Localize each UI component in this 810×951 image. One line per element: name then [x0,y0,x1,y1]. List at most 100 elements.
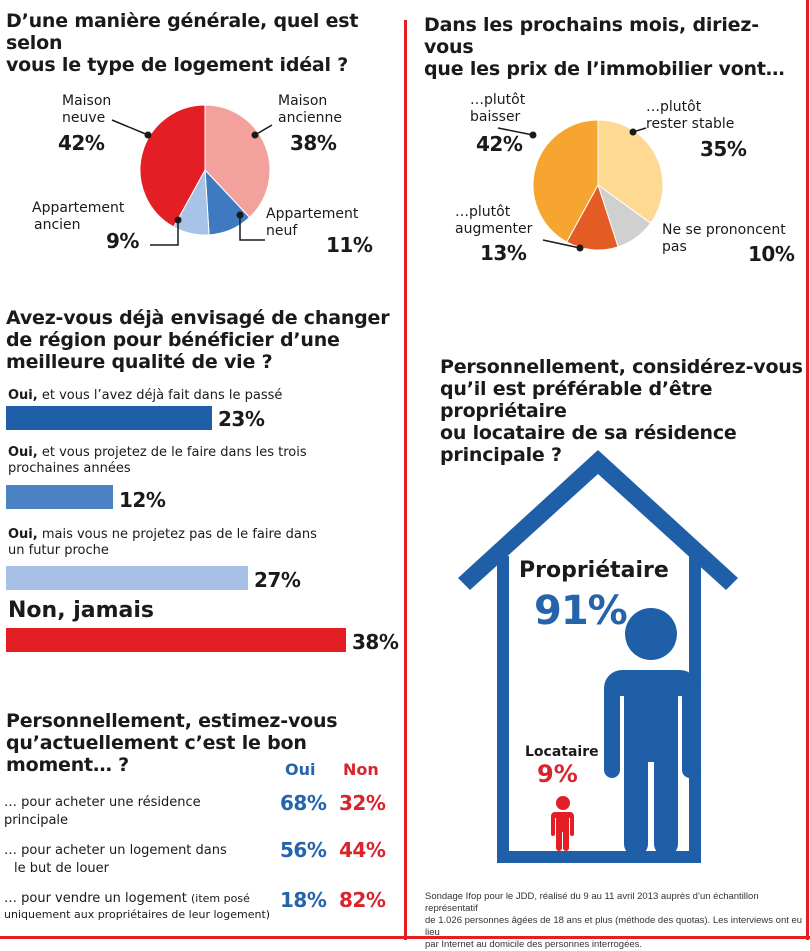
label-text-l2: baisser [470,109,521,125]
label-ne-se-prononcent-pas: Ne se prononcent pas [662,222,786,256]
q3-title-line2: de région pour bénéficier d’une [6,329,340,351]
bar-pas-futur-proche [6,566,248,590]
row-text-l2: uniquement aux propriétaires de leur log… [4,908,271,921]
q5-title-line1: Personnellement, considérez-vous [440,356,803,378]
person-large-icon [604,608,698,856]
q4-title: Personnellement, estimez-vous qu’actuell… [6,710,401,776]
label-appartement-neuf: Appartement neuf [266,206,358,240]
leader-rester-stable-dot [629,128,637,136]
row-text-l1: … pour vendre un logement (item posé [4,890,279,908]
row-text-l1: … pour acheter une résidence [4,795,201,810]
label-text-l2: ancien [34,217,81,233]
right-rule [806,0,809,940]
label-text-l1: …plutôt [455,204,511,220]
table-row-3-oui: 18% [280,888,327,912]
bar-label-text: et vous projetez de le faire dans les tr… [37,445,307,460]
q5-title: Personnellement, considérez-vous qu’il e… [440,356,805,466]
table-row-2-label: … pour acheter un logement dans le but d… [4,842,274,878]
label-text-l1: …plutôt [470,92,526,108]
slice-rester-stable [597,119,664,224]
leader-augmenter-dot [576,244,584,252]
leader-maison-neuve-dot [144,131,152,139]
house-illustration [458,450,738,863]
q2-title: Dans les prochains mois, diriez-vous que… [424,14,804,80]
q1-title-line1: D’une manière générale, quel est selon [6,10,359,54]
leader-maison-neuve [111,119,149,136]
bar-label-4: Non, jamais [8,598,154,623]
table-row-2-non: 44% [339,838,386,862]
slice-baisser [532,119,599,243]
pct-appartement-neuf: 11% [326,233,373,257]
q5-title-line2: qu’il est préférable d’être propriétaire [440,378,713,422]
label-plutot-rester-stable: …plutôt rester stable [646,99,734,133]
pct-appartement-ancien: 9% [106,229,139,253]
bar-label-bold: Oui, [8,527,38,542]
leader-appartement-ancien [150,220,179,246]
proprietaire-label: Propriétaire [519,558,669,583]
label-maison-ancienne: Maison ancienne [278,93,342,127]
q1-title-line2: vous le type de logement idéal ? [6,54,349,76]
pie-chart-logement-ideal [111,104,273,246]
person-small-icon [551,796,574,851]
label-text-l2: pas [662,239,687,255]
label-text-l2: augmenter [455,221,533,237]
label-maison-neuve: Maison neuve [62,93,111,127]
slice-maison-neuve [139,104,206,228]
pct-plutot-augmenter: 13% [480,241,527,265]
bar-label-text: mais vous ne projetez pas de le faire da… [37,527,317,542]
leader-augmenter [542,239,581,249]
q5-title-line3: ou locataire de sa résidence [440,422,737,444]
bottom-rule [0,936,810,939]
row-text-l1: … pour acheter un logement dans [4,843,227,858]
leader-baisser-dot [529,131,537,139]
bar-label-line2: prochaines années [8,461,131,476]
locataire-pct: 9% [537,760,578,788]
q3-title-line1: Avez-vous déjà envisagé de changer [6,307,390,329]
bar-label-line2: un futur proche [8,543,109,558]
col-header-oui: Oui [285,760,316,779]
bar-deja-fait [6,406,212,430]
label-text-l1: Appartement [266,206,359,222]
locataire-label: Locataire [525,744,599,760]
table-row-1-label: … pour acheter une résidence principale [4,794,274,830]
pct-maison-neuve: 42% [58,131,105,155]
row-text-l2: principale [4,813,69,828]
row-text-main: … pour vendre un logement [4,891,191,906]
leader-maison-ancienne-dot [251,131,259,139]
footnote: Sondage Ifop pour le JDD, réalisé du 9 a… [425,891,805,951]
label-text-l2: neuf [266,223,298,239]
bar-label-2: Oui, et vous projetez de le faire dans l… [8,445,398,477]
table-row-1-non: 32% [339,791,386,815]
footnote-l2: de 1.026 personnes âgées de 18 ans et pl… [425,915,803,938]
bar-pct-non-jamais: 38% [352,630,399,654]
q2-title-line1: Dans les prochains mois, diriez-vous [424,14,759,58]
bar-label-bold: Oui, [8,388,38,403]
bar-projet-trois-ans [6,485,113,509]
bar-non-jamais [6,628,346,652]
col-header-non: Non [343,760,379,779]
label-text-l2: rester stable [646,116,735,132]
bar-label-bold: Oui, [8,445,38,460]
label-plutot-augmenter: …plutôt augmenter [455,204,532,238]
label-plutot-baisser: …plutôt baisser [470,92,525,126]
vertical-divider [404,20,407,940]
pct-plutot-rester-stable: 35% [700,137,747,161]
leader-appartement-neuf-dot [236,211,244,219]
bar-pct-pas-futur-proche: 27% [254,568,301,592]
bar-label-text: et vous l’avez déjà fait dans le passé [37,388,283,403]
pie-chart-prix-immobilier [497,119,664,252]
q4-title-line2: qu’actuellement c’est le bon moment… ? [6,732,307,776]
leader-baisser [497,127,534,136]
label-text-l1: Maison [62,93,112,109]
footnote-l1: Sondage Ifop pour le JDD, réalisé du 9 a… [425,891,759,914]
proprietaire-pct: 91% [534,588,628,634]
label-text-l1: …plutôt [646,99,702,115]
q3-title: Avez-vous déjà envisagé de changer de ré… [6,307,401,373]
pct-plutot-baisser: 42% [476,132,523,156]
label-text-l2: ancienne [278,110,343,126]
label-appartement-ancien: Appartement ancien [32,200,124,234]
label-text-l1: Maison [278,93,328,109]
bar-label-3: Oui, mais vous ne projetez pas de le fai… [8,527,398,559]
row-text-l2: le but de louer [14,861,109,876]
footnote-l3: par Internet au domicile des personnes i… [425,939,643,950]
